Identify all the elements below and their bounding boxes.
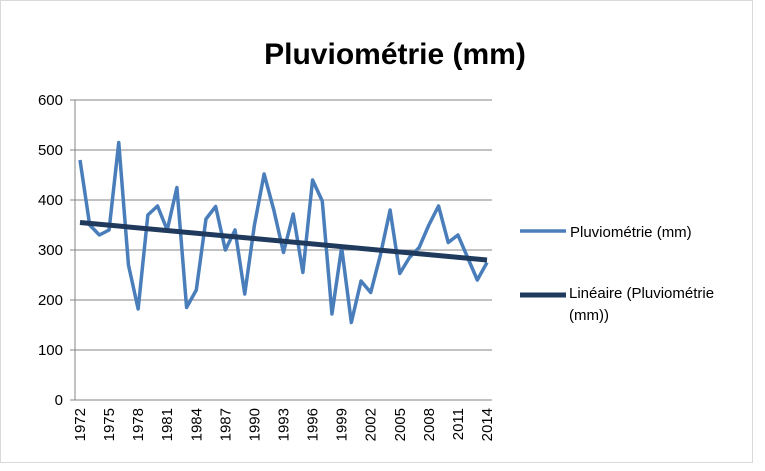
trend-line	[79, 220, 488, 263]
x-tick-label: 1978	[130, 408, 147, 441]
y-tick-label: 400	[38, 192, 63, 209]
data-line	[78, 140, 489, 325]
y-tick-label: 300	[38, 242, 63, 259]
x-tick-label: 1993	[276, 408, 293, 441]
legend-label: Linéaire (Pluviométrie (mm))	[569, 285, 715, 324]
x-tick-label: 2005	[392, 408, 409, 441]
chart-title: Pluviométrie (mm)	[264, 38, 526, 71]
x-tick-label: 2011	[450, 408, 467, 440]
x-tick-label: 1975	[101, 408, 118, 441]
x-tick-label: 1999	[334, 408, 351, 441]
y-tick-label: 500	[38, 142, 63, 159]
y-tick-label: 0	[55, 392, 63, 409]
x-tick-label: 1972	[72, 408, 89, 441]
x-tick-label: 1981	[159, 408, 176, 441]
x-tick-label: 2008	[421, 408, 438, 441]
y-tick-label: 100	[38, 342, 63, 359]
x-tick-label: 2002	[363, 408, 380, 441]
x-tick-label: 2014	[479, 408, 496, 441]
legend-item: Linéaire (Pluviométrie (mm))	[569, 285, 715, 324]
y-tick-label: 600	[38, 92, 63, 109]
x-tick-label: 1984	[188, 408, 205, 441]
x-tick-label: 1996	[305, 408, 322, 441]
x-tick-label: 1990	[246, 408, 263, 441]
legend-label: Pluviométrie (mm)	[570, 224, 692, 241]
y-tick-label: 200	[38, 292, 63, 309]
x-tick-label: 1987	[217, 408, 234, 441]
